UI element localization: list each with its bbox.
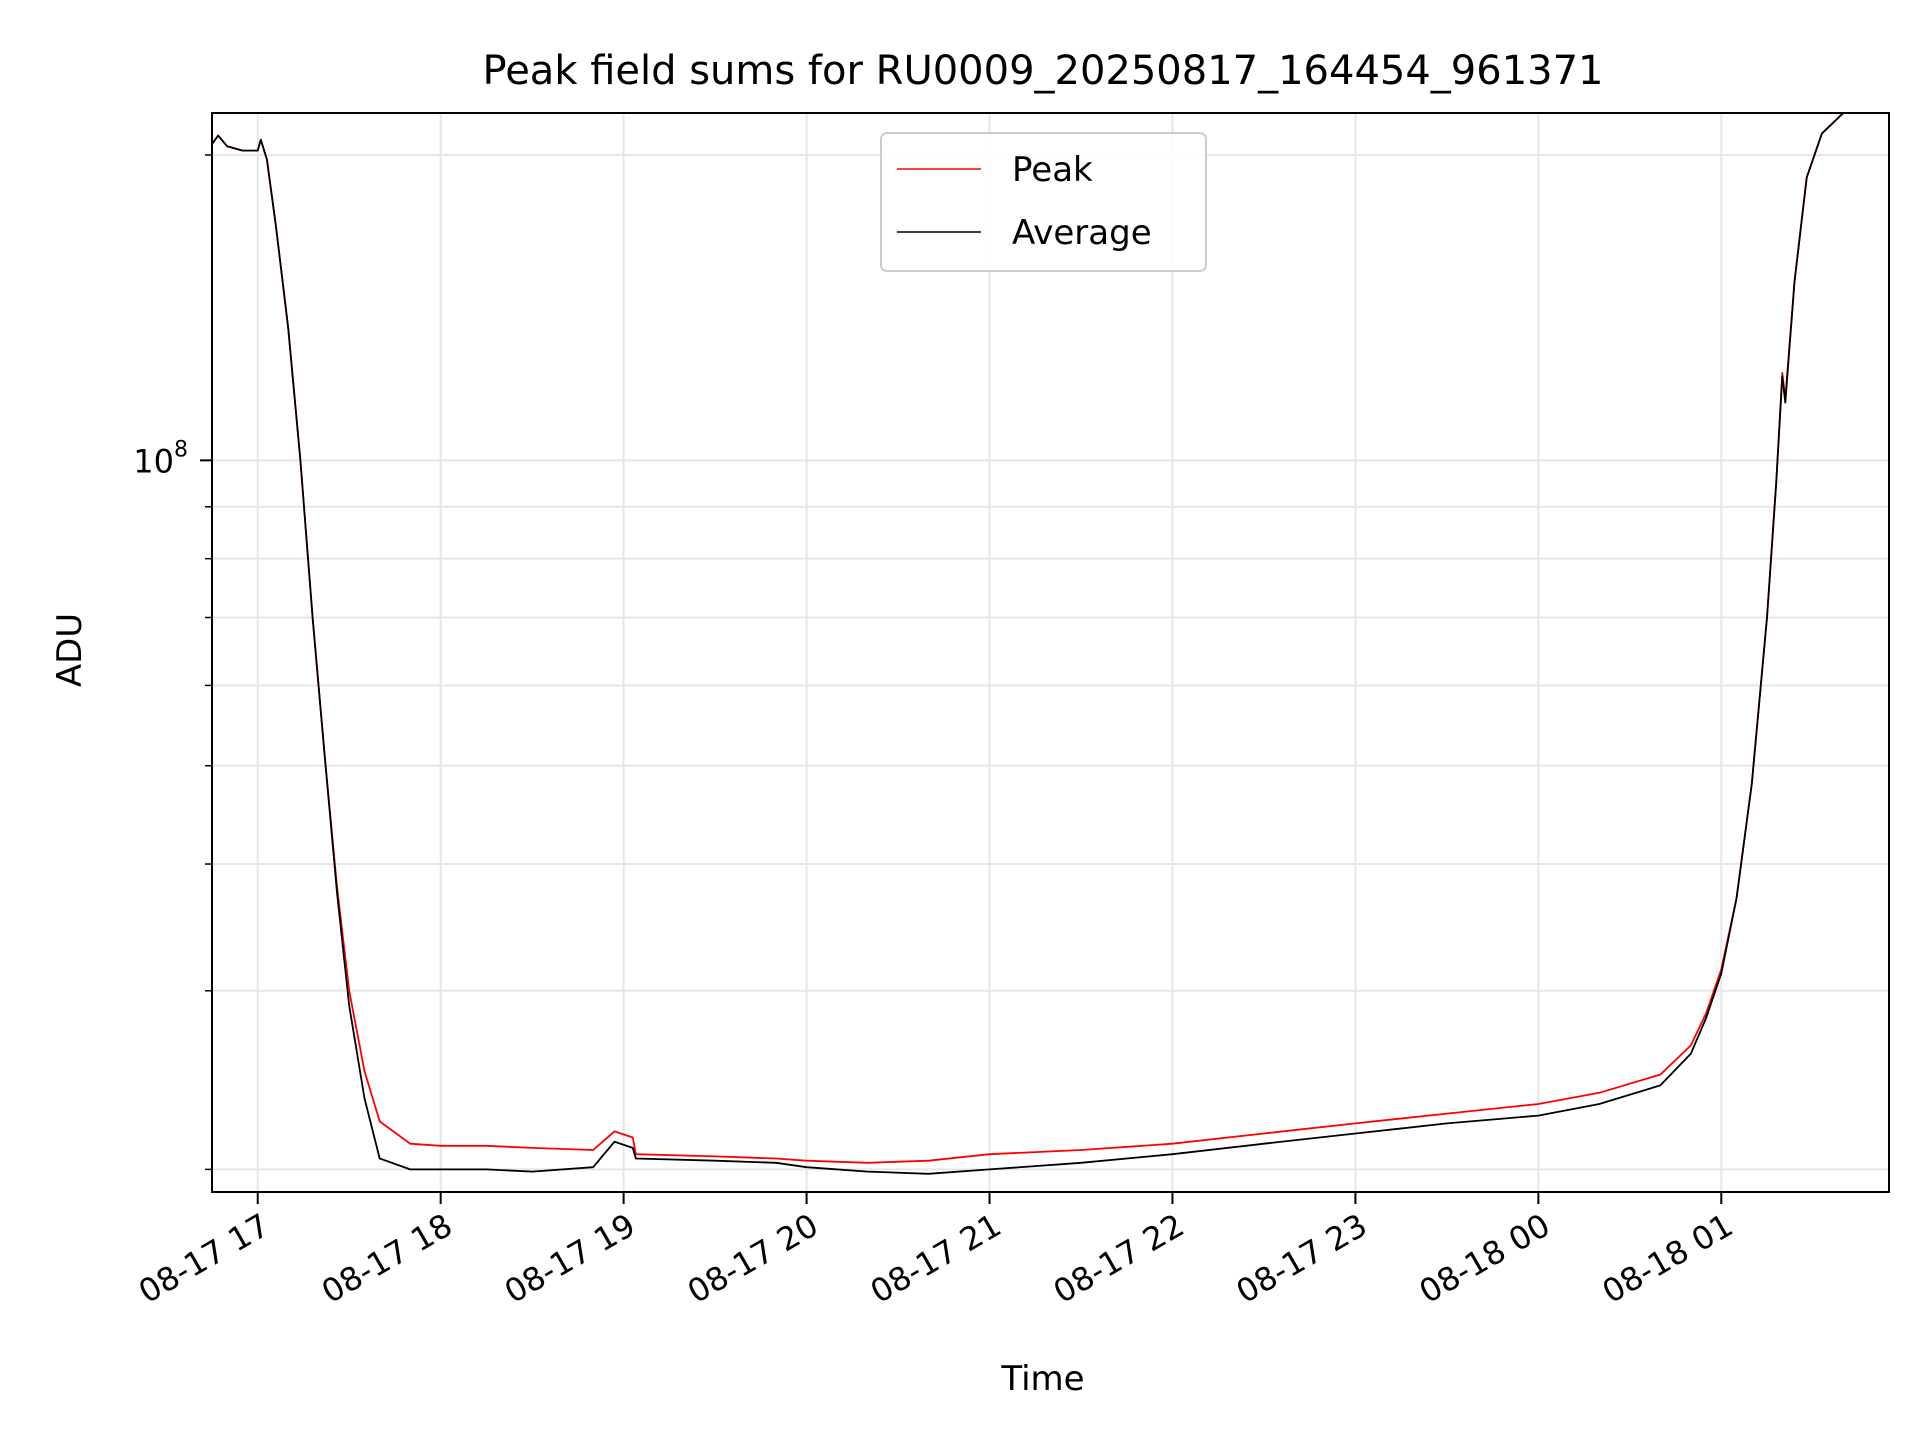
grid xyxy=(212,113,1889,1192)
y-tick-label-exponent: 8 xyxy=(174,437,188,462)
x-axis-label: Time xyxy=(1000,1359,1084,1399)
plot-frame xyxy=(211,112,1890,1193)
y-tick-label-base: 10 xyxy=(133,442,174,480)
legend-box xyxy=(880,132,1207,272)
legend-label-peak: Peak xyxy=(1012,150,1093,190)
series-layer xyxy=(211,112,1889,1175)
y-tick-label: 108 xyxy=(133,437,188,480)
legend: Peak Average xyxy=(880,132,1207,272)
legend-label-average: Average xyxy=(1012,213,1152,253)
y-axis-label: ADU xyxy=(50,613,90,687)
series-line-average xyxy=(211,112,1889,1175)
chart-title: Peak field sums for RU0009_20250817_1644… xyxy=(483,48,1604,94)
